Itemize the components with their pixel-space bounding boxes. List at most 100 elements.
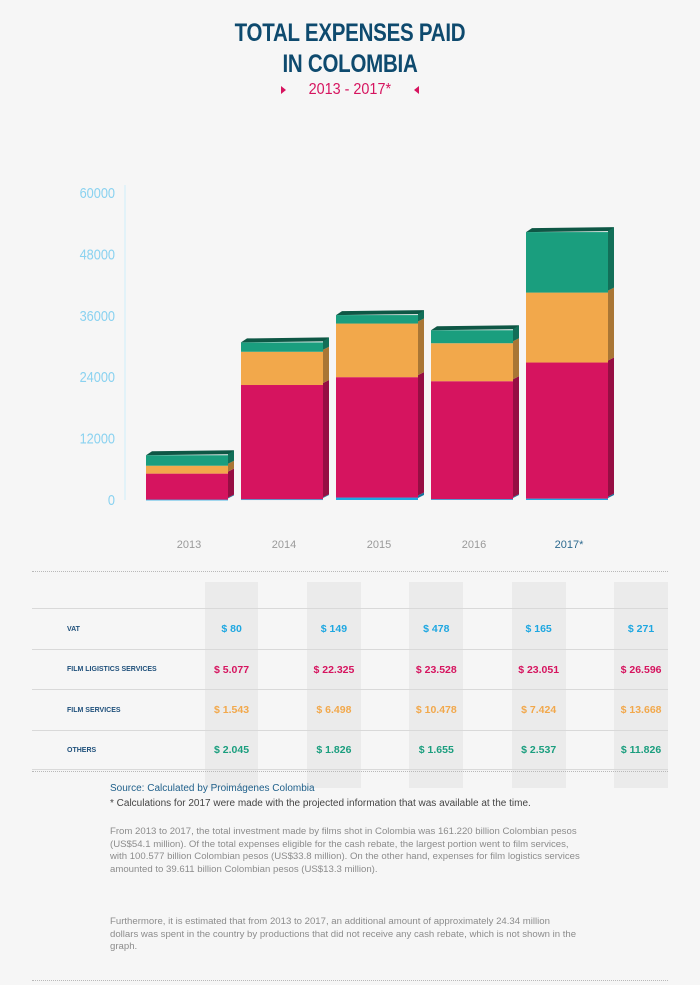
x-tick-label: 2017* <box>555 539 584 551</box>
bar-segment-side <box>228 450 234 464</box>
bar-segment-side <box>228 460 234 472</box>
column-header-spacer <box>204 582 259 609</box>
bar-segment-side <box>418 492 424 498</box>
table-cell-value: $ 13.668 <box>614 689 668 731</box>
spacer-cell <box>360 689 410 731</box>
spacer-cell <box>258 649 308 690</box>
column-header-spacer <box>409 582 464 609</box>
bar-segment-others <box>241 342 323 352</box>
y-tick-labels: 0 12000 24000 36000 48000 60000 <box>80 184 116 508</box>
spacer-cell <box>463 769 512 788</box>
table-row: FILM LIGISTICS SERVICES $ 5.077 $ 22.325 $ … <box>32 649 668 690</box>
spacer-cell <box>463 582 512 609</box>
bar-top-cap <box>146 450 234 456</box>
footnote-text: * Calculations for 2017 were made with t… <box>110 798 531 809</box>
spacer-cell <box>463 649 512 690</box>
spacer-cell <box>360 649 410 690</box>
table-cell-value: $ 1.655 <box>409 730 464 770</box>
table-cell-value: $ 1.826 <box>307 730 361 770</box>
bar-segment-side <box>323 337 329 350</box>
row-label: OTHERS <box>32 730 205 770</box>
bar-segment-side <box>513 376 519 498</box>
spacer-cell <box>566 582 615 609</box>
spacer-cell <box>258 769 308 788</box>
bar-segment-film-services <box>146 465 228 474</box>
spacer-cell <box>565 730 615 770</box>
bar-segment-vat <box>241 499 323 501</box>
bar-segment-others <box>146 455 228 466</box>
bar-segment-film-ligistics-services <box>241 385 323 500</box>
table-cell-value: $ 23.051 <box>511 649 566 690</box>
table-cell-value: $ 10.478 <box>409 689 464 731</box>
bar-segment-side <box>608 227 614 291</box>
x-tick-label: 2015 <box>367 539 391 551</box>
spacer-cell <box>360 730 410 770</box>
spacer-cell <box>258 730 308 770</box>
data-table: VAT $ 80 $ 149 $ 478 $ 165 $ 271 FILM LIGISTIC… <box>32 582 668 788</box>
paragraph-1: From 2013 to 2017, the total investment … <box>110 826 580 875</box>
x-tick-label: 2016 <box>462 539 486 551</box>
table-row: OTHERS $ 2.045 $ 1.826 $ 1.655 $ 2.537 $ 11.8… <box>32 730 668 770</box>
bar-segment-film-services <box>526 292 608 363</box>
spacer-cell <box>565 608 615 650</box>
title-line-2: IN COLOMBIA <box>282 50 418 78</box>
column-header-spacer <box>511 582 566 609</box>
bar-segment-side <box>228 468 234 498</box>
table-cell-value: $ 22.325 <box>307 649 361 690</box>
bar-top-cap <box>431 325 519 331</box>
bar-segment-side <box>323 380 329 498</box>
bar-segment-side <box>513 494 519 498</box>
column-footer-spacer <box>614 769 668 788</box>
bar-segment-film-ligistics-services <box>526 362 608 499</box>
bar-segment-side <box>513 325 519 342</box>
table-cell-value: $ 80 <box>204 608 259 650</box>
bar-segment-others <box>336 315 418 324</box>
table-cell-value: $ 7.424 <box>511 689 566 731</box>
table-cell-value: $ 2.537 <box>511 730 566 770</box>
bar-segment-others <box>431 330 513 344</box>
spacer-cell <box>565 689 615 731</box>
triangle-right-icon <box>281 86 287 94</box>
bar-segment-side <box>608 357 614 497</box>
table-cell-value: $ 1.543 <box>204 689 259 731</box>
y-tick-label: 12000 <box>80 430 116 447</box>
bar-segment-film-services <box>241 351 323 386</box>
bar-segment-others <box>526 232 608 293</box>
spacer-cell <box>258 608 308 650</box>
spacer-cell <box>565 769 615 788</box>
spacer-cell <box>360 608 410 650</box>
column-footer-spacer <box>204 769 259 788</box>
column-footer-spacer <box>409 769 464 788</box>
spacer-cell <box>361 582 410 609</box>
spacer-cell <box>258 689 308 731</box>
column-footer-spacer <box>307 769 361 788</box>
y-tick-label: 60000 <box>80 184 116 201</box>
table-cell-value: $ 149 <box>307 608 361 650</box>
table-row: FILM SERVICES $ 1.543 $ 6.498 $ 10.478 $ 7.4… <box>32 689 668 731</box>
y-tick-label: 0 <box>108 491 115 508</box>
row-label: VAT <box>32 608 205 650</box>
x-tick-labels: 2013 2014 2015 2016 2017* <box>177 539 584 551</box>
title-line-1: TOTAL EXPENSES PAID <box>234 19 466 47</box>
spacer-cell <box>463 689 512 731</box>
spacer-cell <box>258 582 307 609</box>
separator-top <box>32 571 668 572</box>
bar-segment-vat <box>336 497 418 500</box>
bar-segment-side <box>608 287 614 361</box>
bar-segment-film-services <box>336 323 418 378</box>
table-row: VAT $ 80 $ 149 $ 478 $ 165 $ 271 <box>32 608 668 650</box>
bar-top-cap <box>526 227 614 233</box>
row-label: FILM LIGISTICS SERVICES <box>32 649 205 690</box>
bar-segment-side <box>513 338 519 380</box>
chart-title: TOTAL EXPENSES PAID IN COLOMBIA <box>0 18 700 80</box>
bar-segment-side <box>228 494 234 499</box>
subtitle-row: 2013 - 2017* <box>0 81 700 99</box>
x-tick-label: 2014 <box>272 539 296 551</box>
bars-group <box>146 227 614 501</box>
table-cell-value: $ 11.826 <box>614 730 668 770</box>
spacer-cell <box>463 608 512 650</box>
row-label: FILM SERVICES <box>32 689 205 731</box>
table-cell-value: $ 26.596 <box>614 649 668 690</box>
column-footer-spacer <box>511 769 566 788</box>
